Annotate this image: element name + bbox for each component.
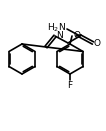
Text: F: F bbox=[67, 81, 73, 90]
Text: O: O bbox=[74, 31, 81, 40]
Text: N: N bbox=[56, 31, 63, 40]
Text: O: O bbox=[94, 39, 101, 48]
Text: H$_2$N: H$_2$N bbox=[47, 22, 66, 34]
